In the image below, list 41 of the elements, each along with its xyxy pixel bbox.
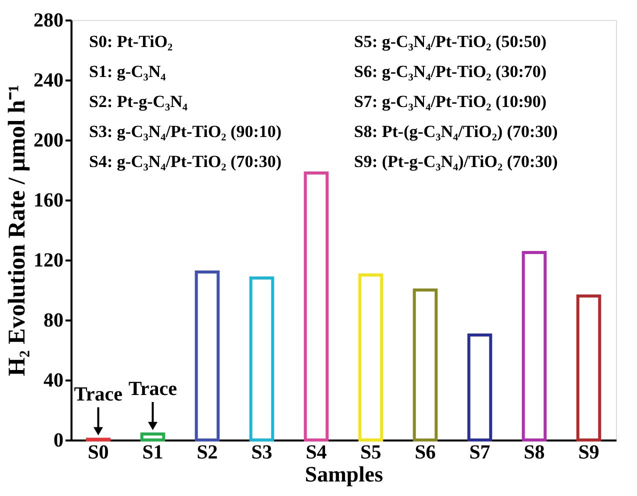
bar xyxy=(194,270,220,442)
x-tick-label: S5 xyxy=(360,442,382,464)
bar xyxy=(522,251,547,442)
y-tick-label: 240 xyxy=(34,70,64,92)
bar xyxy=(358,274,384,442)
y-tick-label: 40 xyxy=(44,370,64,392)
bar xyxy=(576,294,602,442)
annotation: S3: g-C₃N₄/Pt-TiO₂ (90:10) xyxy=(89,122,282,141)
x-tick-label: S1 xyxy=(142,442,164,464)
x-axis-title: Samples xyxy=(304,462,384,486)
annotation: S5: g-C₃N₄/Pt-TiO₂ (50:50) xyxy=(354,32,547,51)
bar xyxy=(467,334,492,442)
annotation: S8: Pt-(g-C₃N₄/TiO₂) (70:30) xyxy=(354,122,558,141)
annotation: S0: Pt-TiO₂ xyxy=(89,32,173,51)
x-tick-label: S4 xyxy=(306,442,327,464)
y-tick-label: 160 xyxy=(34,190,64,212)
annotation: S4: g-C₃N₄/Pt-TiO₂ (70:30) xyxy=(89,152,282,171)
annotation: S9: (Pt-g-C₃N₄)/TiO₂ (70:30) xyxy=(354,152,558,171)
annotation: S1: g-C₃N₄ xyxy=(89,62,166,81)
x-tick-label: S2 xyxy=(196,442,218,464)
bar xyxy=(140,432,166,442)
x-tick-label: S3 xyxy=(251,442,272,464)
y-tick-label: 0 xyxy=(54,430,64,452)
x-tick-label: S7 xyxy=(469,442,490,464)
bar xyxy=(249,276,274,442)
y-tick-label: 280 xyxy=(34,10,64,32)
annotation: Trace xyxy=(74,383,123,406)
x-tick-label: S6 xyxy=(414,442,436,464)
annotation: S7: g-C₃N₄/Pt-TiO₂ (10:90) xyxy=(354,92,547,111)
x-tick-label: S8 xyxy=(524,442,545,464)
y-tick-label: 80 xyxy=(44,310,64,332)
x-tick-label: S9 xyxy=(578,442,600,464)
x-tick-label: S0 xyxy=(88,442,109,464)
annotation: S6: g-C₃N₄/Pt-TiO₂ (30:70) xyxy=(354,62,547,81)
y-tick-label: 120 xyxy=(34,250,64,272)
bar xyxy=(304,172,329,442)
bar xyxy=(412,288,438,442)
annotation: Trace xyxy=(128,378,178,400)
y-tick-label: 200 xyxy=(34,130,64,152)
annotation: S2: Pt-g-C₃N₄ xyxy=(89,92,188,111)
y-axis-title: H₂ Evolution Rate / μmol h⁻¹ xyxy=(4,84,30,376)
